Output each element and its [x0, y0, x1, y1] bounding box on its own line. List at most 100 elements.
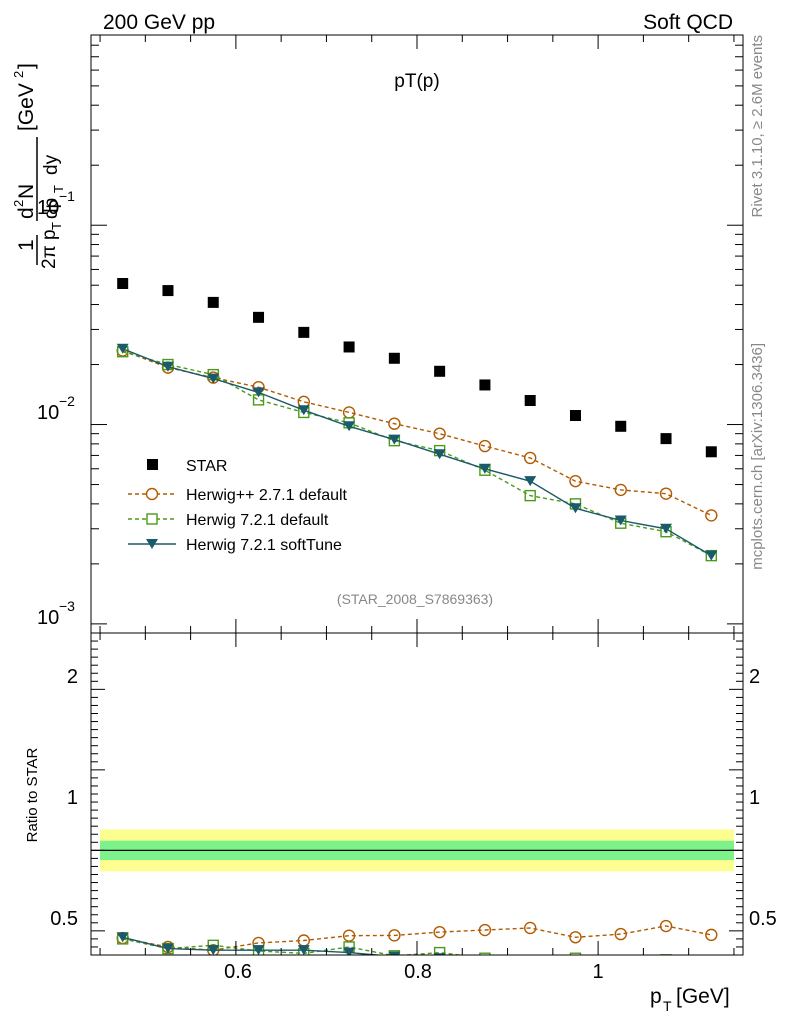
svg-text:10: 10	[37, 402, 59, 424]
ratio-point-herwig-7-2-1-softtune-0	[116, 932, 129, 943]
main-point-star-3	[253, 311, 265, 323]
svg-text:Herwig 7.2.1 default: Herwig 7.2.1 default	[186, 512, 329, 529]
svg-text:2π p: 2π p	[39, 229, 60, 269]
svg-text:Herwig 7.2.1 softTune: Herwig 7.2.1 softTune	[186, 537, 342, 554]
main-point-herwig-2-7-1-default-13	[705, 509, 718, 522]
ratio-point-herwig-7-2-1-softtune-12	[660, 958, 672, 968]
ratio-point-herwig-7-2-1-default-10	[569, 952, 582, 955]
main-point-star-5	[343, 341, 355, 353]
main-point-star-10	[569, 410, 581, 422]
x-axis-label: p T [GeV]	[650, 985, 730, 1014]
svg-text:N: N	[15, 184, 38, 199]
svg-text:[GeV: [GeV	[15, 83, 38, 131]
ratio-point-herwig-7-2-1-default-6	[388, 950, 401, 955]
main-point-herwig-2-7-1-default-5	[342, 406, 356, 419]
svg-text:p: p	[650, 985, 662, 1008]
main-point-herwig-7-2-1-softtune-9	[524, 476, 537, 487]
y-tick-label-0.01: 10 −2	[37, 393, 75, 424]
analysis-tag: (STAR_2008_S7869363)	[337, 591, 493, 607]
svg-text:dp: dp	[41, 198, 62, 219]
main-point-herwig-7-2-1-softtune-4	[297, 405, 310, 416]
ratio-frame	[90, 632, 744, 956]
reference-band	[91, 829, 743, 872]
main-series-layer	[116, 278, 718, 562]
ratio-point-herwig-7-2-1-softtune-10	[569, 956, 581, 966]
ratio-point-herwig-2-7-1-default-5	[342, 929, 356, 942]
ratio-point-herwig-7-2-1-softtune-1	[161, 943, 174, 954]
main-point-herwig-7-2-1-softtune-12	[660, 523, 673, 534]
ratio-point-herwig-2-7-1-default-13	[705, 928, 718, 942]
ratio-point-herwig-7-2-1-default-7	[433, 946, 446, 955]
legend-entry-herwig-721-default: Herwig 7.2.1 default	[128, 512, 329, 529]
svg-text:−2: −2	[59, 393, 75, 409]
y-axis-label: 1 2π p T d 2 N dp T dy [GeV 2 ]	[11, 63, 66, 269]
y-tick-label-0.001: 10 −3	[37, 598, 75, 629]
ratio-point-herwig-2-7-1-default-7	[433, 925, 446, 939]
rivet-label: Rivet 3.1.10, ≥ 2.6M events	[749, 35, 766, 218]
svg-text:T: T	[51, 185, 66, 193]
main-point-star-2	[207, 296, 219, 308]
ratio-point-herwig-7-2-1-softtune-11	[615, 958, 627, 968]
main-point-herwig-7-2-1-softtune-1	[161, 361, 174, 372]
svg-text:Herwig++ 2.7.1 default: Herwig++ 2.7.1 default	[186, 487, 348, 504]
svg-text:10: 10	[37, 607, 59, 629]
main-point-herwig-7-2-1-softtune-10	[569, 503, 582, 514]
ratio-point-herwig-7-2-1-softtune-9	[524, 954, 537, 955]
main-point-herwig-7-2-1-softtune-2	[207, 373, 220, 384]
main-point-star-8	[479, 379, 491, 391]
plot-title: pT(p)	[394, 71, 439, 92]
svg-text:1: 1	[15, 239, 38, 251]
svg-text:T: T	[663, 998, 672, 1014]
main-point-herwig-7-2-1-softtune-8	[478, 463, 491, 474]
mcplots-label: mcplots.cern.ch [arXiv:1306.3436]	[749, 343, 766, 570]
main-point-star-11	[615, 420, 627, 432]
ratio-point-herwig-2-7-1-default-10	[569, 931, 582, 944]
main-point-herwig-2-7-1-default-7	[433, 427, 446, 440]
main-point-herwig-2-7-1-default-12	[659, 487, 673, 500]
main-point-star-6	[388, 352, 400, 364]
main-point-herwig-7-2-1-default-9	[524, 489, 536, 502]
main-point-herwig-7-2-1-softtune-3	[252, 387, 265, 398]
ratio-point-herwig-7-2-1-softtune-6	[388, 951, 401, 955]
main-line-herwig-7-2-1-default	[122, 351, 712, 557]
ratio-point-herwig-2-7-1-default-8	[478, 923, 492, 937]
svg-text:−3: −3	[59, 598, 75, 614]
ratio-y-tick-right-2: 2	[749, 666, 760, 688]
ratio-axis-ticks	[91, 632, 743, 956]
main-point-herwig-7-2-1-softtune-5	[343, 421, 356, 432]
ratio-y-axis-label: Ratio to STAR	[24, 747, 41, 842]
svg-text:2: 2	[11, 200, 26, 207]
main-point-star-4	[298, 326, 310, 338]
ratio-y-tick-left-0.5: 0.5	[50, 908, 78, 930]
legend: STAR Herwig++ 2.7.1 default Herwig 7.2.1…	[128, 458, 348, 554]
svg-text:−1: −1	[59, 188, 75, 204]
ratio-point-herwig-7-2-1-default-12	[660, 954, 672, 955]
svg-text:d: d	[15, 207, 38, 219]
main-point-star-9	[524, 395, 536, 407]
legend-entry-herwig-721-softtune: Herwig 7.2.1 softTune	[128, 537, 342, 554]
svg-text:]: ]	[15, 63, 38, 69]
svg-text:10: 10	[37, 197, 59, 219]
svg-text:dy: dy	[41, 154, 62, 175]
main-point-star-7	[434, 365, 446, 377]
main-point-star-1	[162, 285, 174, 297]
main-point-star-13	[705, 446, 717, 458]
ratio-point-herwig-2-7-1-default-9	[523, 921, 537, 935]
header-right-label: Soft QCD	[643, 11, 733, 34]
ratio-point-herwig-2-7-1-default-11	[614, 927, 627, 941]
ratio-y-tick-right-1: 1	[749, 787, 760, 809]
main-line-herwig-7-2-1-softtune	[122, 348, 712, 557]
ratio-point-herwig-2-7-1-default-6	[388, 929, 401, 942]
ratio-point-herwig-7-2-1-default-13	[706, 958, 716, 968]
main-point-herwig-2-7-1-default-10	[569, 474, 582, 488]
header-left-label: 200 GeV pp	[103, 11, 215, 34]
main-point-herwig-2-7-1-default-8	[478, 439, 492, 453]
x-tick-label-0.8: 0.8	[404, 961, 432, 983]
ratio-point-herwig-7-2-1-softtune-5	[343, 947, 356, 955]
main-point-herwig-2-7-1-default-11	[614, 483, 627, 497]
ratio-point-herwig-7-2-1-softtune-3	[252, 945, 265, 955]
svg-text:T: T	[49, 222, 64, 230]
x-tick-label-1: 1	[592, 961, 603, 983]
ratio-line-herwig-7-2-1-softtune	[122, 936, 385, 955]
